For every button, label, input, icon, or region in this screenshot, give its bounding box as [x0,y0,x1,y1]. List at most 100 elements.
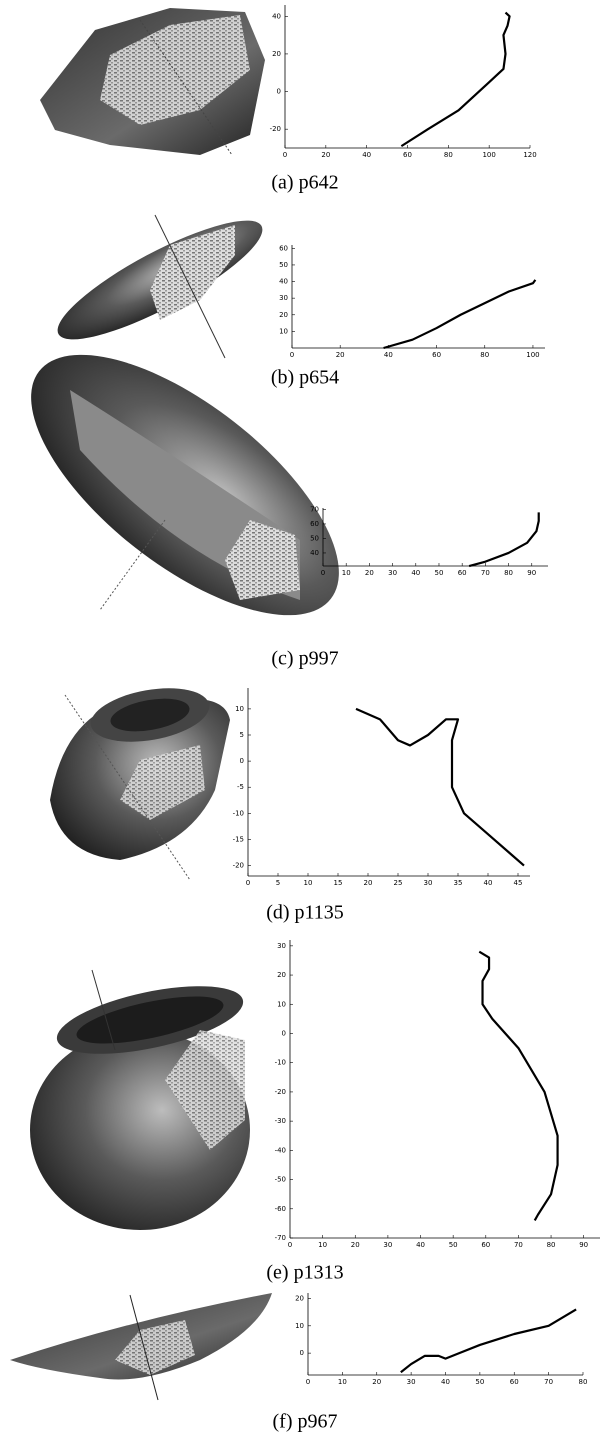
x-tick-label: 80 [504,569,513,577]
profile-curve [384,280,536,348]
x-tick-label: 15 [334,879,343,887]
profile-curve [401,1309,576,1372]
x-tick-label: 30 [383,1241,392,1249]
y-tick-label: -5 [237,783,244,791]
pot-render [0,308,380,662]
x-tick-label: 10 [338,1378,347,1386]
x-tick-label: 20 [321,151,330,159]
caption: (f) p967 [273,1411,338,1433]
x-tick-label: 70 [544,1378,553,1386]
x-tick-label: 10 [304,879,313,887]
x-tick-label: 60 [432,351,441,359]
x-tick-label: 0 [321,569,325,577]
x-tick-label: 80 [579,1378,588,1386]
x-tick-label: 70 [514,1241,523,1249]
profile-curve [356,709,524,866]
x-tick-label: 10 [318,1241,327,1249]
x-tick-label: 45 [514,879,523,887]
x-tick-label: 0 [306,1378,310,1386]
profile-curve [469,512,539,566]
x-tick-label: 10 [342,569,351,577]
y-tick-label: -50 [275,1176,286,1184]
caption: (c) p997 [271,648,338,670]
y-tick-label: -15 [233,835,244,843]
x-tick-label: 70 [481,569,490,577]
pot-render [50,680,230,880]
x-tick-label: 40 [441,1378,450,1386]
x-tick-label: 60 [458,569,467,577]
y-tick-label: 50 [279,261,288,269]
x-tick-label: 30 [424,879,433,887]
x-tick-label: 0 [283,151,287,159]
y-tick-label: 5 [240,731,244,739]
x-tick-label: 100 [482,151,495,159]
y-tick-label: 20 [272,50,281,58]
caption: (d) p1135 [266,902,344,924]
x-tick-label: 40 [416,1241,425,1249]
y-tick-label: 20 [277,971,286,979]
y-tick-label: 50 [310,534,319,542]
y-tick-label: 0 [300,1349,304,1357]
x-tick-label: 35 [454,879,463,887]
y-tick-label: 40 [310,549,319,557]
y-tick-label: 0 [240,757,244,765]
y-tick-label: -40 [275,1146,286,1154]
x-tick-label: 50 [449,1241,458,1249]
y-tick-label: -10 [233,809,244,817]
x-tick-label: 50 [475,1378,484,1386]
x-tick-label: 0 [290,351,294,359]
x-tick-label: 20 [351,1241,360,1249]
x-tick-label: 20 [372,1378,381,1386]
x-tick-label: 40 [484,879,493,887]
pot-render [40,8,265,155]
x-tick-label: 90 [579,1241,588,1249]
y-tick-label: -30 [275,1117,286,1125]
y-tick-label: 30 [277,942,286,950]
x-tick-label: 0 [246,879,250,887]
x-tick-label: 40 [362,151,371,159]
x-tick-label: 50 [435,569,444,577]
y-tick-label: -20 [233,862,244,870]
y-tick-label: 10 [235,705,244,713]
y-tick-label: 0 [282,1029,286,1037]
x-tick-label: 80 [547,1241,556,1249]
y-tick-label: 10 [279,327,288,335]
y-tick-label: 40 [279,278,288,286]
x-tick-label: 20 [365,569,374,577]
figure: 020406080100120-2002040(a) p642020406080… [0,0,616,1441]
y-tick-label: -70 [275,1234,286,1242]
x-tick-label: 60 [481,1241,490,1249]
x-tick-label: 80 [480,351,489,359]
profile-curve [479,952,557,1221]
y-tick-label: -20 [275,1088,286,1096]
x-tick-label: 80 [444,151,453,159]
caption: (e) p1313 [266,1262,343,1284]
x-tick-label: 5 [276,879,280,887]
x-tick-label: 30 [407,1378,416,1386]
x-tick-label: 60 [403,151,412,159]
x-tick-label: 0 [288,1241,292,1249]
x-tick-label: 30 [388,569,397,577]
x-tick-label: 25 [394,879,403,887]
y-tick-label: -10 [275,1059,286,1067]
y-tick-label: -60 [275,1205,286,1213]
y-tick-label: -20 [270,125,281,133]
x-tick-label: 100 [526,351,539,359]
x-tick-label: 40 [384,351,393,359]
x-tick-label: 20 [336,351,345,359]
y-tick-label: 60 [310,520,319,528]
x-tick-label: 120 [523,151,536,159]
y-tick-label: 60 [279,244,288,252]
caption: (a) p642 [271,172,338,194]
x-tick-label: 60 [510,1378,519,1386]
pot-render [30,970,250,1230]
pot-render [10,1293,272,1400]
y-tick-label: 10 [277,1000,286,1008]
profile-curve [401,13,509,147]
caption: (b) p654 [271,367,339,389]
pot-render [45,201,274,358]
y-tick-label: 70 [310,505,319,513]
y-tick-label: 0 [277,88,281,96]
y-tick-label: 20 [295,1294,304,1302]
